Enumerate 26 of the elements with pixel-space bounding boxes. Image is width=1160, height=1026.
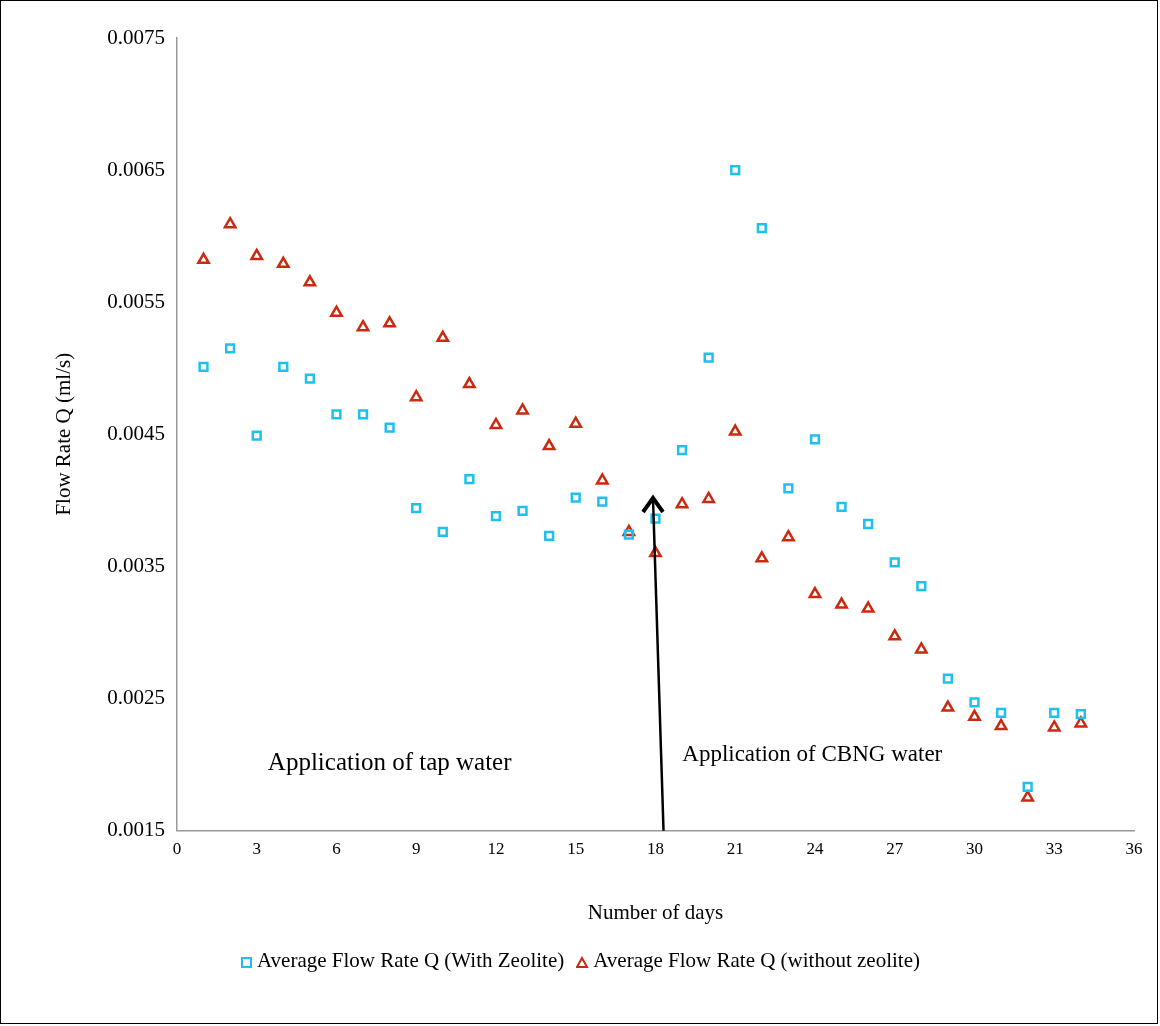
x-tick-label: 0 [172, 839, 182, 859]
y-tick-label: 0.0055 [107, 288, 165, 313]
legend-label: Average Flow Rate Q (without zeolite) [593, 948, 920, 972]
x-tick-label: 33 [1045, 839, 1063, 859]
x-tick-label: 36 [1125, 839, 1143, 859]
x-tick-label: 15 [567, 839, 585, 859]
x-tick-label: 12 [487, 839, 505, 859]
x-tick-label: 6 [332, 839, 341, 859]
y-tick-label: 0.0075 [107, 24, 165, 49]
y-axis-title: Flow Rate Q (ml/s) [51, 352, 76, 516]
y-tick-label: 0.0045 [107, 420, 165, 445]
x-tick-label: 18 [646, 839, 664, 859]
x-tick-label: 3 [252, 839, 261, 859]
y-tick-label: 0.0015 [107, 816, 165, 841]
x-tick-label: 30 [965, 839, 983, 859]
y-tick-label: 0.0025 [107, 684, 165, 709]
x-tick-label: 21 [726, 839, 744, 859]
x-tick-label: 24 [806, 839, 824, 859]
x-tick-label: 27 [886, 839, 904, 859]
x-tick-label: 9 [411, 839, 421, 859]
y-tick-label: 0.0035 [107, 552, 165, 577]
legend-label: Average Flow Rate Q (With Zeolite) [256, 948, 565, 972]
annotation: Application of CBNG water [682, 741, 943, 767]
annotation: Application of tap water [267, 747, 513, 775]
y-tick-label: 0.0065 [107, 156, 165, 181]
x-axis-title: Number of days [587, 899, 724, 924]
